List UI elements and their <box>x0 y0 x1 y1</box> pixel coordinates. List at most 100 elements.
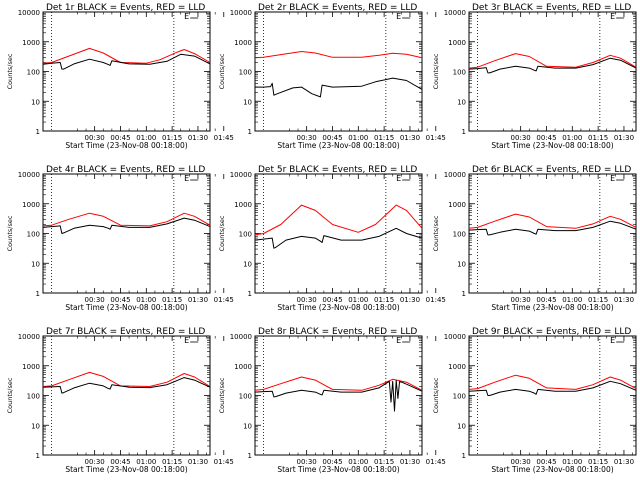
series-events-line <box>254 380 423 412</box>
series-lld-line <box>254 51 423 59</box>
y-axis-label: Counts/sec <box>6 53 14 89</box>
series-events-line <box>468 380 637 396</box>
x-tick-label: 01:00 <box>348 134 368 142</box>
x-tick-label: 00:30 <box>511 296 531 304</box>
x-tick-label: 01:30 <box>188 134 208 142</box>
y-tick-label: 100 <box>239 393 252 401</box>
e-marker-label: E <box>610 12 615 21</box>
x-tick-label: 00:30 <box>297 296 317 304</box>
x-tick-label: 01:15 <box>162 458 182 466</box>
panel-det-6: Det 6r BLACK = Events, RED = LLD 1 10 100 10… <box>432 165 640 312</box>
x-tick-label: 01:45 <box>426 134 446 142</box>
y-tick-label: 1 <box>248 128 252 136</box>
x-tick-label: 01:00 <box>136 296 156 304</box>
y-axis-label: Counts/sec <box>432 377 440 413</box>
x-tick-label: 01:30 <box>400 296 420 304</box>
panel-det-2: Det 2r BLACK = Events, RED = LLD 1 10 100 10… <box>218 3 446 150</box>
x-axis-label: Start Time (23-Nov-08 00:18:00) <box>491 303 613 312</box>
x-tick-label: 01:00 <box>562 296 582 304</box>
x-tick-label: 01:15 <box>162 134 182 142</box>
x-tick-label: 01:30 <box>614 134 634 142</box>
y-tick-label: 1000 <box>22 39 40 47</box>
x-tick-label: 01:15 <box>588 296 608 304</box>
series-lld-line <box>254 376 423 391</box>
x-axis-label: Start Time (23-Nov-08 00:18:00) <box>491 141 613 150</box>
y-tick-label: 100 <box>239 231 252 239</box>
y-tick-label: 100 <box>453 393 466 401</box>
x-axis-label: Start Time (23-Nov-08 00:18:00) <box>277 141 399 150</box>
x-tick-label: 00:45 <box>322 458 342 466</box>
e-marker-label: E <box>610 174 615 183</box>
y-tick-label: 10000 <box>444 333 466 341</box>
x-axis-label: Start Time (23-Nov-08 00:18:00) <box>65 465 187 474</box>
x-tick-label: 01:00 <box>348 296 368 304</box>
y-axis-label: Counts/sec <box>432 53 440 89</box>
series-lld-line <box>254 204 423 236</box>
y-tick-label: 10 <box>31 422 40 430</box>
y-tick-label: 10000 <box>18 333 40 341</box>
x-tick-label: 01:30 <box>614 458 634 466</box>
y-tick-label: 10 <box>457 422 466 430</box>
y-tick-label: 1 <box>36 452 40 460</box>
x-tick-label: 01:15 <box>162 296 182 304</box>
panel-det-7: Det 7r BLACK = Events, RED = LLD 1 10 100 10… <box>6 327 234 474</box>
x-tick-label: 00:30 <box>85 134 105 142</box>
panel-title: Det 9r BLACK = Events, RED = LLD <box>472 327 631 337</box>
y-tick-label: 10000 <box>230 333 252 341</box>
y-axis-label: Counts/sec <box>218 215 226 251</box>
series-events-line <box>42 217 211 234</box>
e-marker-label: E <box>396 174 401 183</box>
x-axis-label: Start Time (23-Nov-08 00:18:00) <box>277 303 399 312</box>
x-tick-label: 00:30 <box>297 134 317 142</box>
panel-det-1: Det 1r BLACK = Events, RED = LLD 1 10 100 10… <box>6 3 234 150</box>
x-tick-label: 00:30 <box>297 458 317 466</box>
e-marker-label: E <box>184 12 189 21</box>
series-events-line <box>468 220 637 236</box>
x-tick-label: 00:45 <box>536 134 556 142</box>
x-tick-label: 00:45 <box>110 458 130 466</box>
x-tick-label: 01:00 <box>136 458 156 466</box>
y-tick-label: 10000 <box>230 171 252 179</box>
series-lld-line <box>42 47 211 64</box>
x-tick-label: 01:45 <box>214 134 234 142</box>
series-events-line <box>255 77 423 98</box>
y-tick-label: 1000 <box>234 201 252 209</box>
e-marker-label: E <box>184 336 189 345</box>
x-tick-label: 01:00 <box>136 134 156 142</box>
y-tick-label: 10 <box>243 422 252 430</box>
x-tick-label: 01:15 <box>588 458 608 466</box>
series-events-line <box>42 377 211 394</box>
y-tick-label: 1000 <box>234 363 252 371</box>
x-tick-label: 01:45 <box>214 458 234 466</box>
series-events-line <box>254 227 423 249</box>
panel-det-3: Det 3r BLACK = Events, RED = LLD 1 10 100 10… <box>432 3 640 150</box>
y-tick-label: 1 <box>248 452 252 460</box>
series-lld-line <box>468 374 637 390</box>
y-axis-label: Counts/sec <box>218 377 226 413</box>
y-tick-label: 1000 <box>22 201 40 209</box>
panel-title: Det 3r BLACK = Events, RED = LLD <box>472 3 631 13</box>
panel-title: Det 5r BLACK = Events, RED = LLD <box>258 165 417 175</box>
x-tick-label: 01:15 <box>374 296 394 304</box>
y-tick-label: 10000 <box>444 9 466 17</box>
y-tick-label: 1 <box>36 290 40 298</box>
x-tick-label: 01:30 <box>400 458 420 466</box>
y-tick-label: 10000 <box>444 171 466 179</box>
x-tick-label: 01:45 <box>426 458 446 466</box>
y-tick-label: 10000 <box>18 171 40 179</box>
panel-det-4: Det 4r BLACK = Events, RED = LLD 1 10 100 10… <box>6 165 234 312</box>
e-marker-label: E <box>396 12 401 21</box>
e-marker-label: E <box>610 336 615 345</box>
y-tick-label: 10 <box>31 98 40 106</box>
x-tick-label: 00:45 <box>110 134 130 142</box>
panel-title: Det 7r BLACK = Events, RED = LLD <box>46 327 205 337</box>
y-tick-label: 1 <box>248 290 252 298</box>
x-tick-label: 00:30 <box>511 134 531 142</box>
y-axis-label: Counts/sec <box>6 215 14 251</box>
y-tick-label: 1 <box>462 290 466 298</box>
x-tick-label: 01:00 <box>562 134 582 142</box>
panel-title: Det 2r BLACK = Events, RED = LLD <box>258 3 417 13</box>
panel-det-8: Det 8r BLACK = Events, RED = LLD 1 10 100 10… <box>218 327 446 474</box>
y-tick-label: 10 <box>31 260 40 268</box>
y-tick-label: 100 <box>27 69 40 77</box>
